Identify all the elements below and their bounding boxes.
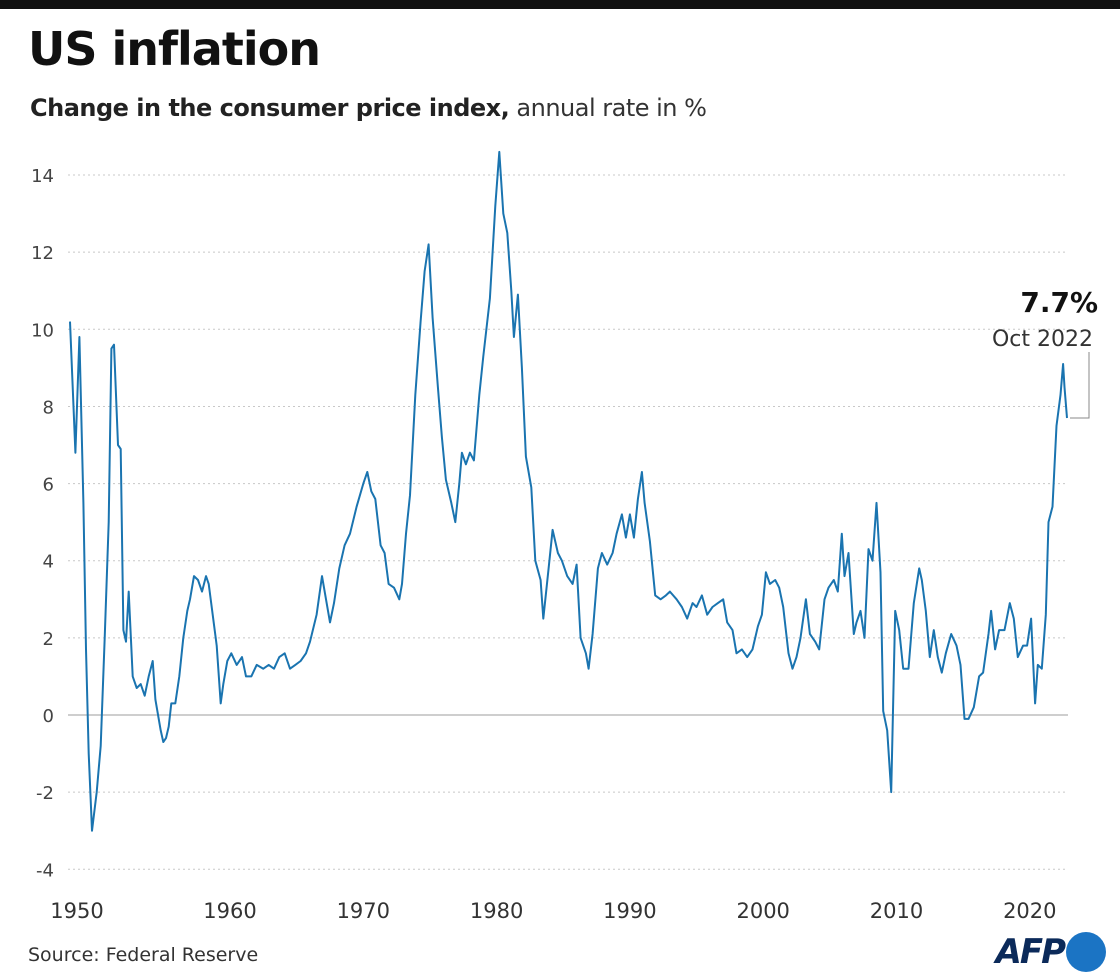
top-bar bbox=[0, 0, 1120, 9]
y-tick-label: 6 bbox=[43, 475, 54, 496]
y-tick-label: 14 bbox=[31, 166, 54, 187]
series-line-cpi bbox=[69, 150, 1068, 832]
y-tick-label: 0 bbox=[43, 706, 54, 727]
chart-subtitle: Change in the consumer price index, annu… bbox=[30, 94, 707, 122]
x-tick-label: 2020 bbox=[1003, 899, 1056, 923]
y-tick-label: -4 bbox=[36, 860, 54, 881]
x-tick-label: 1950 bbox=[50, 899, 103, 923]
x-tick-label: 1990 bbox=[603, 899, 656, 923]
y-tick-label: 8 bbox=[43, 397, 54, 418]
x-axis-ticks: 1950 1960 1970 1980 1990 2000 2010 2020 bbox=[50, 899, 1056, 923]
annotation-value: 7.7% bbox=[1020, 286, 1098, 319]
chart-title: US inflation bbox=[28, 22, 321, 76]
logo-text: AFP bbox=[995, 932, 1066, 972]
y-axis-ticks: -4 -2 0 2 4 6 8 10 12 14 bbox=[31, 166, 54, 881]
y-tick-label: -2 bbox=[36, 783, 54, 804]
logo-dot bbox=[1066, 932, 1106, 972]
y-tick-label: 2 bbox=[43, 629, 54, 650]
source-note: Source: Federal Reserve bbox=[28, 944, 259, 966]
x-tick-label: 2010 bbox=[870, 899, 923, 923]
x-tick-label: 1960 bbox=[203, 899, 256, 923]
afp-logo: AFP bbox=[996, 932, 1106, 972]
gridlines bbox=[68, 174, 1068, 870]
subtitle-bold: Change in the consumer price index, bbox=[30, 94, 510, 122]
x-tick-label: 1970 bbox=[337, 899, 390, 923]
x-tick-label: 2000 bbox=[736, 899, 789, 923]
annotation-date: Oct 2022 bbox=[992, 327, 1093, 352]
y-tick-label: 4 bbox=[43, 552, 54, 573]
y-tick-label: 10 bbox=[31, 320, 54, 341]
annotation-connector bbox=[1070, 352, 1090, 419]
x-tick-label: 1980 bbox=[470, 899, 523, 923]
subtitle-unit: annual rate in % bbox=[509, 94, 707, 122]
y-tick-label: 12 bbox=[31, 243, 54, 264]
